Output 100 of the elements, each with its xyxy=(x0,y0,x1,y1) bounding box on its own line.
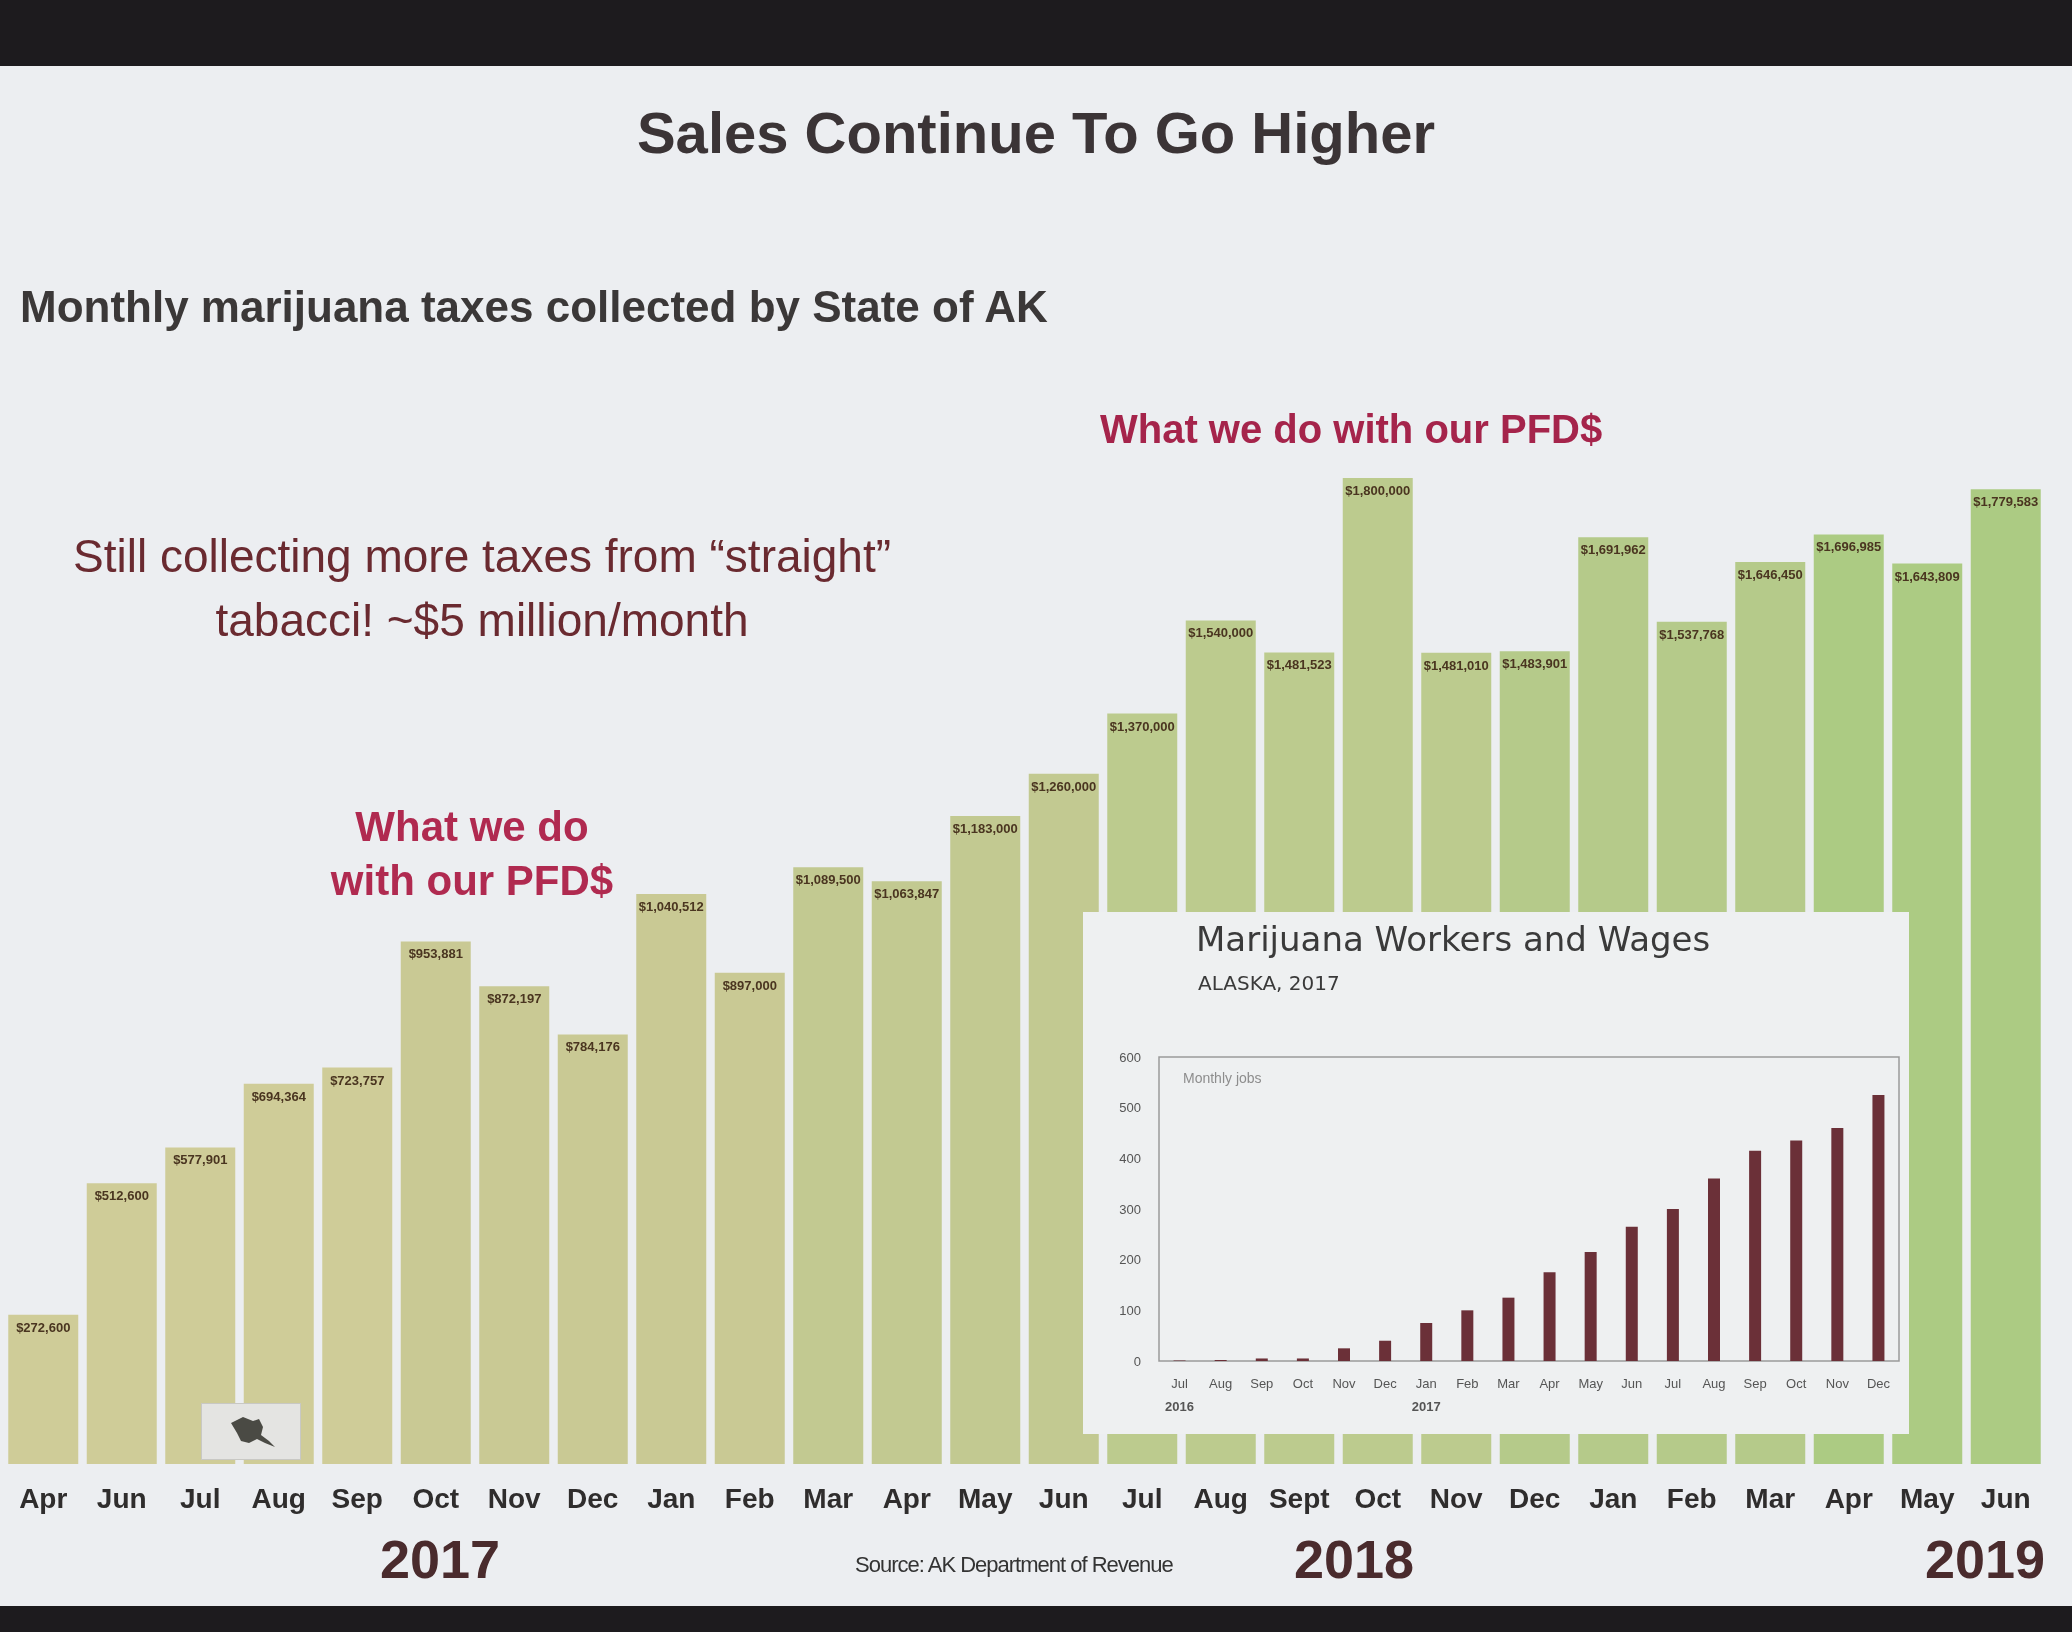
x-tick-label: Nov xyxy=(1429,1482,1484,1514)
bar xyxy=(1970,489,2041,1464)
data-label: $1,063,847 xyxy=(874,886,940,902)
bar xyxy=(1749,1150,1762,1361)
x-tick-label: Apr xyxy=(1539,1376,1561,1391)
x-tick-label: Jun xyxy=(1038,1482,1089,1514)
data-label: $784,176 xyxy=(565,1039,620,1055)
y-tick-label: 200 xyxy=(1119,1252,1141,1268)
x-tick-label: Aug xyxy=(251,1482,306,1514)
bar xyxy=(8,1314,79,1464)
bar xyxy=(322,1067,393,1464)
data-label: $1,370,000 xyxy=(1109,718,1175,734)
y-tick-label: 600 xyxy=(1119,1049,1141,1065)
bar xyxy=(1502,1297,1515,1361)
x-tick-label: May xyxy=(1900,1482,1955,1514)
data-label: $1,691,962 xyxy=(1580,542,1646,558)
data-label: $1,540,000 xyxy=(1188,625,1254,641)
x-tick-label: Jan xyxy=(1589,1482,1638,1514)
text: What we do with our PFD$ xyxy=(1100,406,1604,452)
source-note: Source: AK Department of Revenue xyxy=(855,1552,1174,1578)
y-tick-label: 400 xyxy=(1119,1150,1141,1166)
data-label: $1,183,000 xyxy=(952,820,1018,836)
x-tick-label: Oct xyxy=(412,1482,460,1514)
text: 2018 xyxy=(1292,1528,1416,1591)
annotation: Still collecting more taxes from “straight” tabacci! ~$5 million/month xyxy=(72,529,892,648)
text: 2017 xyxy=(378,1528,502,1591)
bar xyxy=(1255,1358,1268,1361)
x-tick-label: Mar xyxy=(1497,1376,1521,1391)
x-tick-label: Jun xyxy=(1980,1482,2031,1514)
bar xyxy=(793,867,864,1464)
chart-title: Marijuana Workers and Wages xyxy=(1196,919,1712,960)
x-tick-label: Aug xyxy=(1702,1376,1726,1391)
y-tick-label: 0 xyxy=(1133,1353,1141,1369)
bar xyxy=(1831,1127,1844,1361)
x-tick-label: Feb xyxy=(1456,1376,1479,1391)
data-label: $1,800,000 xyxy=(1345,482,1411,498)
bar xyxy=(1666,1209,1679,1361)
x-tick-label: Sept xyxy=(1268,1482,1330,1514)
text: 2019 xyxy=(1923,1528,2047,1591)
x-tick-label: Aug xyxy=(1209,1376,1233,1391)
annotation: 2017 xyxy=(1410,1399,1442,1415)
data-label: $1,643,809 xyxy=(1894,568,1960,584)
chart-subtitle: Monthly marijuana taxes collected by State of AK xyxy=(20,282,1049,333)
bar xyxy=(1790,1140,1803,1361)
bar xyxy=(714,972,785,1464)
data-label: $577,901 xyxy=(173,1152,228,1168)
chart-title: Sales Continue To Go Higher xyxy=(635,100,1437,167)
bar xyxy=(86,1183,157,1464)
x-tick-label: Sep xyxy=(1250,1376,1274,1391)
x-tick-label: Apr xyxy=(19,1482,68,1514)
bar xyxy=(1543,1272,1556,1361)
bar xyxy=(1379,1340,1392,1361)
data-label: $1,646,450 xyxy=(1737,567,1803,583)
x-tick-label: Mar xyxy=(1745,1482,1796,1514)
x-tick-label: Apr xyxy=(1824,1482,1873,1514)
data-label: $1,040,512 xyxy=(638,899,704,915)
data-label: $1,260,000 xyxy=(1031,778,1097,794)
y-tick-label: 300 xyxy=(1119,1201,1141,1217)
data-label: $1,483,901 xyxy=(1502,656,1568,672)
data-label: $897,000 xyxy=(722,977,777,993)
data-label: $953,881 xyxy=(408,946,463,962)
x-tick-label: Dec xyxy=(1509,1482,1561,1514)
bar xyxy=(479,986,550,1464)
x-tick-label: Apr xyxy=(882,1482,931,1514)
x-tick-label: Nov xyxy=(487,1482,542,1514)
data-label: $872,197 xyxy=(487,991,542,1007)
data-label: $1,481,523 xyxy=(1266,657,1332,673)
bar xyxy=(1872,1095,1885,1361)
bar xyxy=(1625,1226,1638,1361)
x-tick-label: May xyxy=(1578,1376,1604,1391)
chart-subtitle: ALASKA, 2017 xyxy=(1198,971,1341,995)
data-label: $723,757 xyxy=(330,1072,385,1088)
bar xyxy=(1420,1323,1433,1361)
y-axis-title: Monthly jobs xyxy=(1183,1070,1263,1087)
bar xyxy=(400,941,471,1464)
x-tick-label: Dec xyxy=(1373,1376,1398,1391)
data-label: $1,696,985 xyxy=(1816,539,1882,555)
data-label: $1,537,768 xyxy=(1659,626,1725,642)
x-tick-label: Jun xyxy=(1621,1376,1643,1391)
bar xyxy=(1338,1348,1350,1361)
data-label: $694,364 xyxy=(251,1088,307,1104)
y-tick-label: 100 xyxy=(1119,1302,1141,1318)
bar xyxy=(871,881,942,1464)
bar xyxy=(950,815,1021,1464)
x-tick-label: Jul xyxy=(1664,1376,1682,1391)
bar xyxy=(1584,1252,1597,1361)
annotation: 2016 xyxy=(1164,1399,1195,1415)
x-tick-label: Nov xyxy=(1332,1376,1357,1391)
bar xyxy=(1296,1358,1309,1361)
x-tick-label: May xyxy=(958,1482,1013,1514)
y-tick-label: 500 xyxy=(1119,1100,1141,1116)
bar xyxy=(557,1034,628,1464)
x-tick-label: Nov xyxy=(1825,1376,1850,1391)
bar xyxy=(165,1147,236,1464)
x-tick-label: Jul xyxy=(1122,1482,1163,1514)
annotation: What we do with our PFD$ xyxy=(329,802,615,906)
x-tick-label: Oct xyxy=(1786,1376,1807,1391)
x-tick-label: Jul xyxy=(1171,1376,1188,1391)
x-tick-label: Mar xyxy=(803,1482,854,1514)
x-tick-label: Jan xyxy=(1415,1376,1437,1391)
